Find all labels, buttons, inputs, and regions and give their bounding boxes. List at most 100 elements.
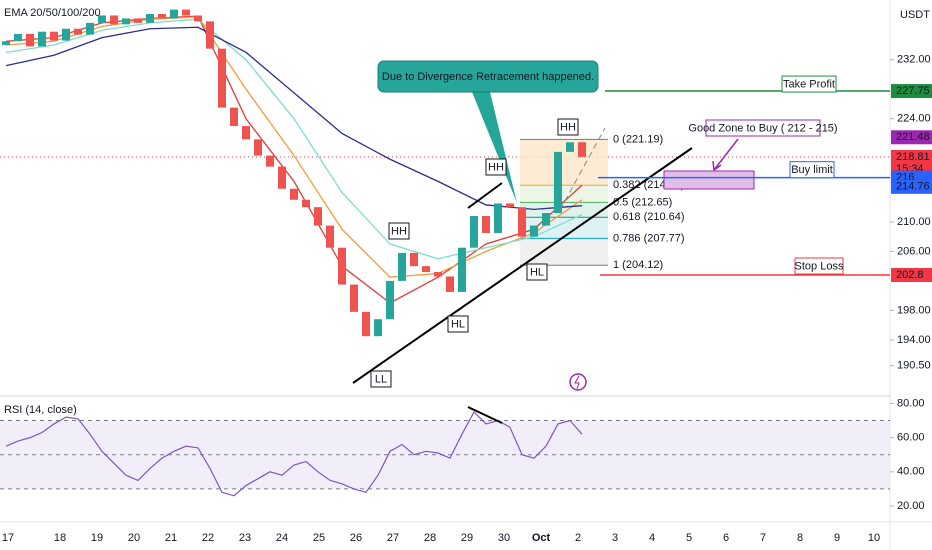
pattern-label: LL — [375, 373, 387, 385]
annotations: Take Profit Good Zone to Buy ( 212 - 215)… — [352, 60, 890, 424]
y-tick-label: 190.50 — [897, 360, 931, 372]
fib-label: 0.618 (210.64) — [613, 211, 685, 223]
candle-body — [554, 151, 562, 214]
x-tick-label: 18 — [54, 532, 66, 544]
main-pane: 232.00 224.00 210.00 206.00 198.00 194.00 190.… — [0, 9, 931, 372]
buy-zone-label: Good Zone to Buy ( 212 - 215) — [688, 122, 837, 134]
indicator-label: EMA 20/50/100/200 — [4, 7, 101, 19]
fib-zone — [520, 238, 608, 266]
pattern-box — [557, 118, 579, 136]
take-profit-box — [781, 75, 837, 93]
buy-limit-label: Buy limit — [791, 164, 833, 176]
y-tick-label: 206.00 — [897, 245, 931, 257]
x-tick-label: 22 — [202, 532, 214, 544]
pattern-box — [485, 158, 507, 176]
rsi-tick-label: 40.00 — [897, 466, 925, 478]
x-tick-label: 2 — [575, 532, 581, 544]
pattern-box — [526, 263, 548, 281]
candle-body — [446, 276, 454, 292]
currency: USDT — [900, 9, 930, 21]
x-tick-label: 19 — [91, 532, 103, 544]
candle-body — [290, 188, 298, 200]
candle-body — [506, 203, 514, 208]
x-tick-label: 6 — [723, 532, 729, 544]
x-tick-label: 30 — [498, 532, 510, 544]
candle-body — [110, 15, 118, 25]
candle-body — [266, 155, 274, 167]
rsi-divergence-line — [467, 406, 503, 424]
stop-loss-label: Stop Loss — [795, 260, 844, 272]
trendline — [467, 182, 503, 209]
x-tick-label: Oct — [532, 532, 551, 544]
x-tick-label: 25 — [313, 532, 325, 544]
candle-body — [170, 9, 178, 19]
price-badge — [891, 130, 932, 145]
candle-body — [362, 311, 370, 337]
candle-body — [230, 107, 238, 127]
take-profit-label: Take Profit — [783, 78, 835, 90]
candle-body — [410, 252, 418, 267]
rsi-line — [5, 410, 583, 497]
x-tick-label: 10 — [868, 532, 880, 544]
buy-zone-arrow — [713, 138, 739, 171]
projection — [559, 127, 606, 211]
fib-label: 1 (204.12) — [613, 259, 663, 271]
event-icon[interactable] — [569, 373, 587, 391]
candle-body — [494, 203, 502, 233]
x-tick-label: 9 — [834, 532, 840, 544]
candle-body — [278, 166, 286, 189]
candle-body — [482, 216, 490, 233]
candle-body — [146, 14, 154, 23]
stop-loss-box — [794, 257, 844, 275]
x-tick-label: 29 — [461, 532, 473, 544]
candle-body — [206, 21, 214, 49]
rsi-band — [0, 420, 890, 489]
buy-limit-box — [789, 161, 835, 179]
rsi-tick-label: 60.00 — [897, 432, 925, 444]
candle-body — [26, 33, 34, 47]
rsi-pane: 80.00 60.00 40.00 20.00 — [0, 397, 925, 512]
candle-body — [422, 266, 430, 273]
price-badge — [891, 84, 932, 99]
candle-body — [374, 319, 382, 337]
candle-body — [218, 48, 226, 108]
candle-body — [542, 213, 550, 226]
callout-text: Due to Divergence Retracement happened. — [382, 71, 594, 83]
fib-zone — [520, 185, 608, 203]
price-badge — [891, 267, 932, 282]
y-tick-label: 210.00 — [897, 216, 931, 228]
x-tick-label: 5 — [686, 532, 692, 544]
rsi-tick-label: 80.00 — [897, 397, 925, 409]
y-tick-label: 198.00 — [897, 304, 931, 316]
candle-body — [50, 31, 58, 41]
pattern-label: HL — [530, 266, 544, 278]
pattern-label: HH — [488, 161, 504, 173]
pattern-label: HH — [391, 225, 407, 237]
x-tick-label: 17 — [2, 532, 14, 544]
pattern-label: HL — [451, 318, 465, 330]
fib-zone — [520, 139, 608, 186]
candle-body — [458, 247, 466, 292]
arrow-head — [712, 160, 722, 171]
price-badge-label: 214.76 — [896, 181, 930, 193]
candle-body — [242, 126, 250, 140]
candle-body — [398, 252, 406, 281]
x-tick-label: 28 — [424, 532, 436, 544]
x-tick-label: 4 — [649, 532, 655, 544]
candle-body — [254, 139, 262, 156]
candle-body — [134, 18, 142, 23]
fib-label: 0.5 (212.65) — [613, 196, 672, 208]
x-tick-label: 7 — [760, 532, 766, 544]
price-badge-label: 227.75 — [896, 85, 930, 97]
x-tick-label: 23 — [239, 532, 251, 544]
fib-label: 0 (221.19) — [613, 133, 663, 145]
price-badge-label: 202.8 — [896, 269, 924, 281]
buy-zone-rect — [663, 170, 755, 190]
event-icon-bolt — [574, 375, 580, 390]
candle-body — [38, 31, 46, 47]
y-tick-label: 224.00 — [897, 113, 931, 125]
candle-body — [62, 28, 70, 41]
candle-body — [194, 15, 202, 22]
pattern-box — [388, 222, 410, 240]
